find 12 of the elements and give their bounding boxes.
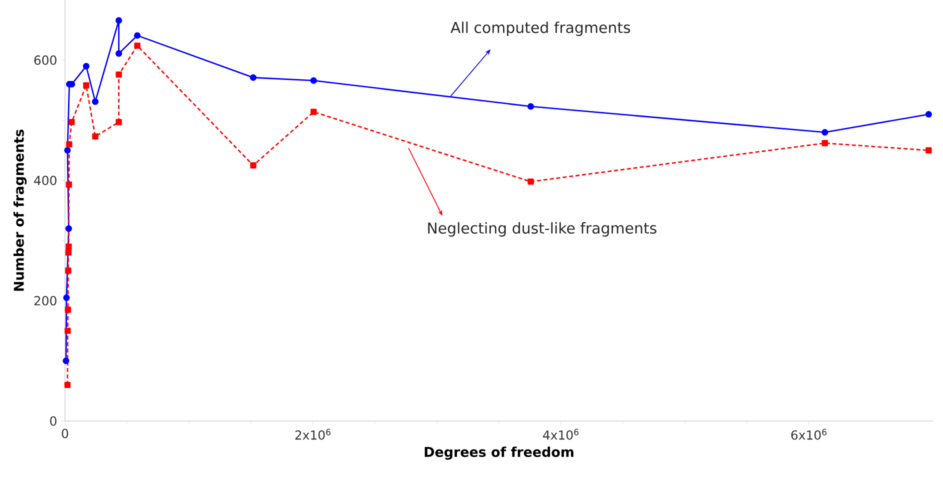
- y-tick-label: 200: [34, 296, 56, 306]
- annotation: All computed fragments: [450, 22, 630, 36]
- annotation: Neglecting dust-like fragments: [428, 222, 656, 237]
- x-tick-label: 6x10$^{6}$: [791, 428, 827, 440]
- y-tick-label: 600: [34, 55, 56, 65]
- y-axis-title: Number of fragments: [13, 130, 27, 291]
- y-tick-label: 400: [34, 176, 56, 186]
- x-tick-label: 4x10$^{6}$: [543, 428, 579, 440]
- x-axis-title: Degrees of freedom: [424, 446, 574, 460]
- y-tick-label: 0: [50, 416, 56, 426]
- x-tick-label: 2x10$^{6}$: [295, 428, 331, 440]
- x-tick-label: 0: [62, 428, 68, 438]
